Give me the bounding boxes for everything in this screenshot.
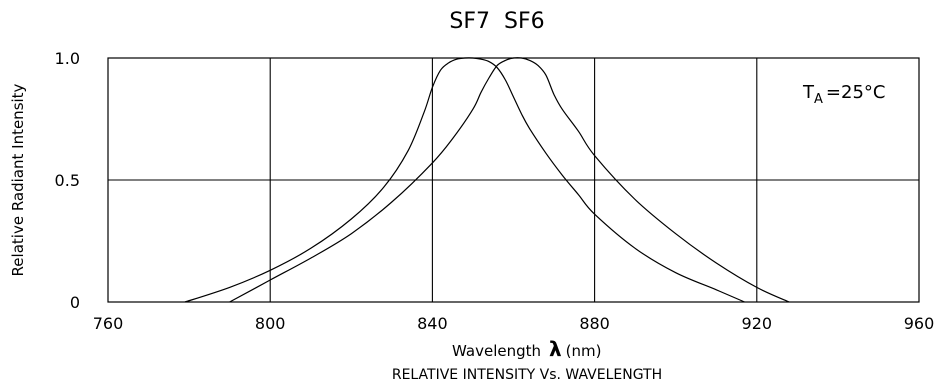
x-axis-label: Wavelength λ (nm)	[428, 337, 616, 361]
x-tick-label-800: 800	[255, 314, 286, 333]
y-tick-label-1: 1.0	[55, 49, 80, 68]
x-tick-labels: 760 800 840 880 920 960	[93, 314, 935, 333]
x-tick-label-760: 760	[93, 314, 124, 333]
chart-caption: RELATIVE INTENSITY Vs. WAVELENGTH	[392, 367, 662, 383]
x-axis-label-text: Wavelength	[452, 342, 541, 360]
y-axis-label: Relative Radiant Intensity	[9, 83, 27, 276]
temperature-annotation: TA =25°C	[802, 82, 885, 107]
chart-title: SF7 SF6	[449, 9, 544, 34]
x-tick-label-920: 920	[742, 314, 773, 333]
x-tick-label-840: 840	[417, 314, 448, 333]
annotation-main: T	[802, 82, 815, 103]
series-line-2	[229, 57, 790, 303]
grid	[108, 58, 919, 302]
y-tick-labels: 0 0.5 1.0	[55, 49, 80, 312]
curves	[184, 57, 790, 303]
annotation-rest: =25°C	[826, 82, 886, 103]
annotation-subscript: A	[814, 92, 823, 107]
x-axis-label-symbol: λ	[549, 337, 562, 361]
y-tick-label-0: 0	[70, 293, 80, 312]
x-axis-label-unit: (nm)	[566, 342, 602, 360]
x-tick-label-880: 880	[579, 314, 610, 333]
series-line-1	[184, 57, 745, 303]
x-tick-label-960: 960	[904, 314, 935, 333]
y-tick-label-0.5: 0.5	[55, 171, 80, 190]
